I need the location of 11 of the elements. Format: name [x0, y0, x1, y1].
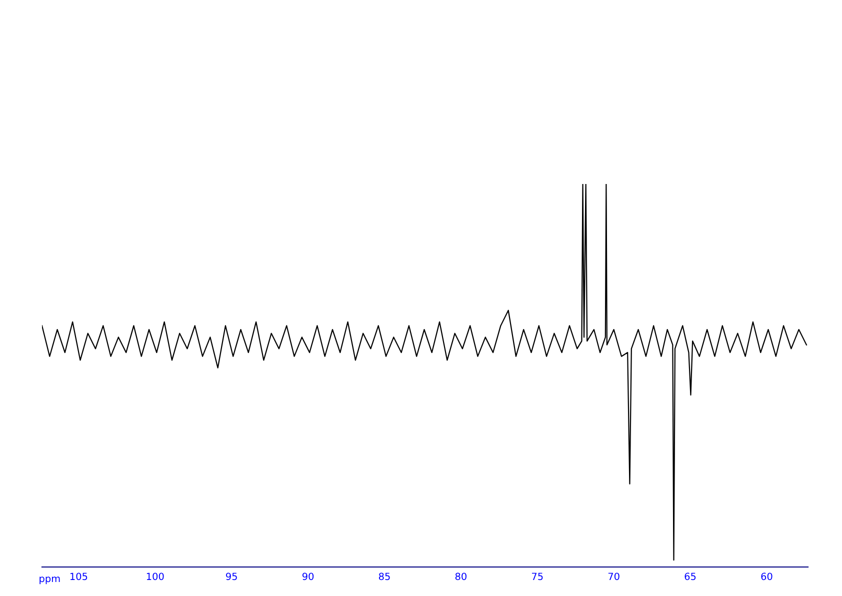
x-tick-label: 60: [761, 572, 772, 580]
x-tick-label: 105: [70, 572, 88, 580]
x-tick-label: 85: [378, 572, 390, 580]
x-tick-label: 70: [608, 572, 620, 580]
x-tick-label: 95: [226, 572, 237, 580]
x-tick-label: 65: [684, 572, 696, 580]
x-axis-title: ppm: [40, 576, 60, 584]
x-tick-label: 75: [532, 572, 543, 580]
x-tick-label: 100: [146, 572, 164, 580]
x-tick-label: 90: [302, 572, 314, 580]
x-tick-label: 80: [455, 572, 466, 580]
